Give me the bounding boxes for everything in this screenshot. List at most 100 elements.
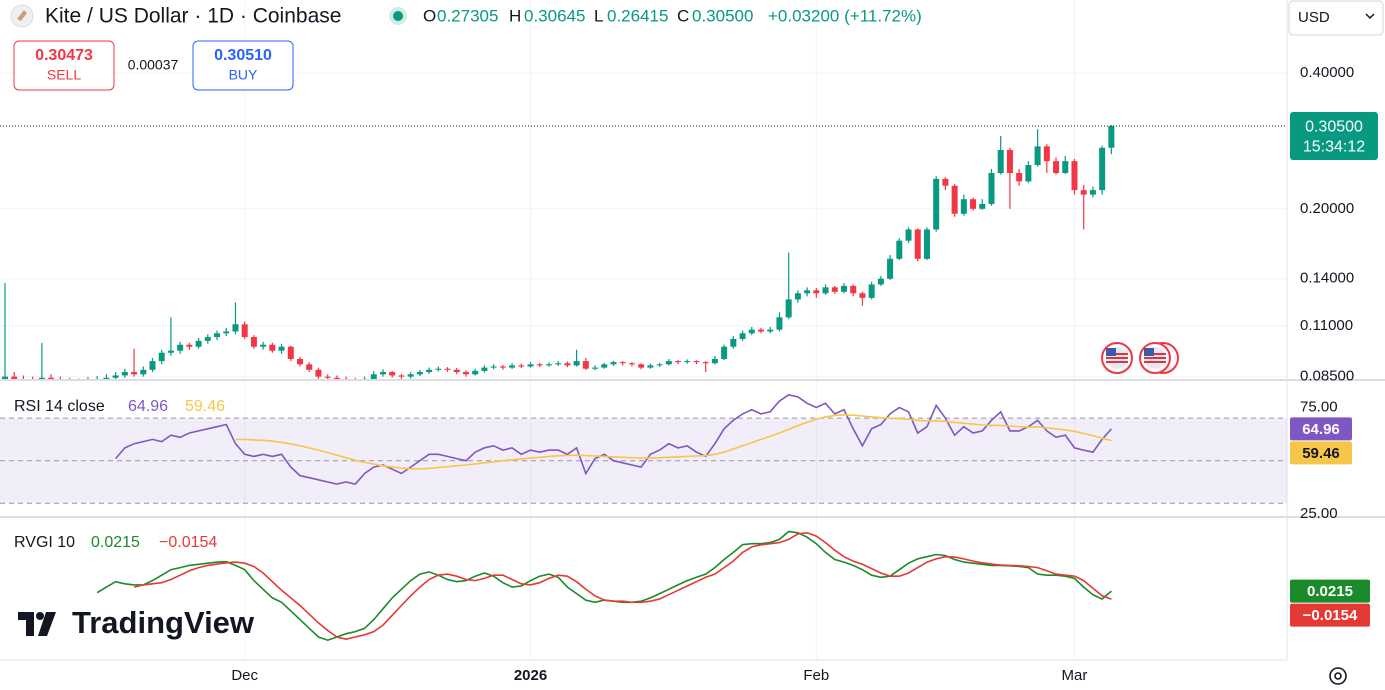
candle-body (278, 346, 285, 351)
currency-box[interactable] (1288, 0, 1384, 36)
y-tick-label: 0.20000 (1300, 200, 1354, 217)
candle-body (287, 346, 294, 359)
candle-body (250, 337, 257, 347)
market-status-dot (393, 11, 403, 21)
ohlc-key: H (509, 6, 521, 25)
candle-body (628, 363, 635, 365)
candle-body (1016, 173, 1023, 182)
candle-body (638, 364, 645, 368)
event-flags[interactable] (1101, 342, 1179, 374)
candle-body (896, 240, 903, 259)
candle-body (545, 364, 552, 366)
value-tag-label: 0.0215 (1307, 583, 1353, 600)
settings-button[interactable] (1329, 667, 1347, 685)
sell-label[interactable]: SELL (47, 67, 81, 83)
symbol-logo-mark (17, 10, 27, 21)
legend-value: 64.96 (128, 398, 168, 415)
candle-body (509, 365, 516, 368)
currency-select[interactable]: USD (1288, 0, 1384, 36)
candle-body (472, 370, 479, 375)
ohlc-value: 0.26415 (607, 6, 668, 25)
candle-body (481, 367, 488, 371)
candle-body (333, 377, 340, 379)
dropdown-arrow[interactable] (1365, 13, 1375, 20)
sell-price[interactable]: 0.30473 (35, 47, 93, 64)
value-tag (1290, 579, 1370, 603)
gear[interactable] (1329, 667, 1347, 685)
indicator-line (133, 531, 1112, 641)
candle-body (850, 285, 857, 294)
buy-price[interactable]: 0.30510 (214, 47, 272, 64)
candle-body (702, 362, 709, 364)
candle-body (499, 366, 506, 368)
price-pane (0, 125, 1287, 379)
candle-body (204, 337, 211, 341)
candle-body (942, 178, 949, 186)
buy-button[interactable]: 0.30510 BUY (192, 40, 294, 91)
candle-body (923, 229, 930, 259)
candle-body (453, 369, 460, 373)
candle-body (324, 376, 331, 378)
candle-body (997, 149, 1004, 174)
candle-body (914, 229, 921, 259)
x-tick-label: Mar (1062, 667, 1088, 684)
candle-body (343, 378, 350, 379)
candle-body (564, 363, 571, 366)
candle-body (933, 178, 940, 230)
candle-body (527, 364, 534, 367)
candle-body (619, 362, 626, 364)
candle-body (361, 378, 368, 379)
currency[interactable]: USD (1298, 9, 1330, 26)
buy-box[interactable] (192, 40, 294, 91)
candle-body (905, 229, 912, 241)
sell-box[interactable] (13, 40, 115, 91)
candle-body (518, 365, 525, 367)
candle-body (426, 369, 433, 373)
y-tick-label: 0.11000 (1300, 317, 1353, 334)
candle-body (536, 364, 543, 366)
candle-body (1071, 161, 1078, 191)
candle-body (435, 368, 442, 370)
candle-body (822, 287, 829, 294)
candle-body (887, 258, 894, 279)
candle-body (407, 374, 414, 377)
candle-body (195, 340, 202, 347)
gear-hub[interactable] (1334, 672, 1342, 680)
y-tick-label: 0.14000 (1300, 270, 1354, 287)
candle-body (592, 367, 599, 369)
candle-body (20, 378, 27, 379)
ohlc-key: L (594, 6, 603, 25)
buy-label[interactable]: BUY (229, 67, 258, 83)
candle-body (103, 377, 110, 379)
candle-body (38, 377, 45, 379)
sell-button[interactable]: 0.30473 SELL (13, 40, 115, 91)
rsi-pane (0, 393, 1287, 504)
spread: 0.00037 (128, 57, 179, 73)
ohlc-key: O (423, 6, 436, 25)
indicator-line (235, 413, 1112, 470)
candle-body (94, 378, 101, 379)
logo-mark (36, 612, 44, 620)
candle-body (444, 368, 451, 370)
y-tick-label: 0.08500 (1300, 368, 1354, 385)
candle-body (970, 199, 977, 209)
candle-body (748, 329, 755, 334)
candle-body (306, 364, 313, 370)
candle-body (186, 344, 193, 347)
candle-body (379, 372, 386, 375)
ohlc-value: 0.30500 (692, 6, 753, 25)
candle-body (1062, 161, 1069, 174)
candle-body (223, 331, 230, 334)
value-tag (1290, 603, 1370, 627)
candle-body (877, 278, 884, 285)
x-tick-label: Dec (231, 667, 258, 684)
flag-canton[interactable] (1144, 348, 1154, 356)
candle-body (813, 290, 820, 294)
rvgi-pane (96, 530, 1112, 642)
legend-value: 0.0215 (91, 534, 140, 551)
candle-body (1108, 126, 1115, 148)
legend-value: 59.46 (185, 398, 225, 415)
candle-body (490, 366, 497, 368)
flag-canton[interactable] (1106, 348, 1116, 356)
